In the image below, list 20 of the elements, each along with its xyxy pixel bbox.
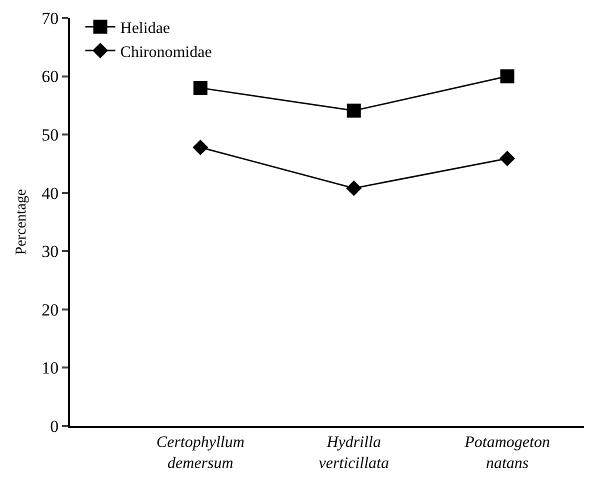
- x-tick-label: Hydrilla verticillata: [318, 434, 389, 472]
- point: [499, 150, 516, 166]
- x-tick-label: Potamogeton natans: [464, 434, 550, 472]
- y-tick-label: 10: [42, 358, 59, 378]
- legend-label: Chironomidae: [120, 44, 212, 61]
- y-tick-label: 0: [50, 416, 59, 436]
- y-tick-label: 70: [42, 8, 59, 28]
- y-tick-label: 30: [42, 242, 59, 262]
- legend-label: Helidae: [120, 20, 170, 37]
- y-tick-label: 40: [42, 184, 59, 203]
- y-tick-label: 60: [42, 67, 59, 86]
- y-tick-label: 20: [42, 300, 59, 320]
- y-axis-title: Percentage: [13, 188, 30, 255]
- point: [346, 180, 362, 196]
- point: [192, 140, 208, 156]
- point: [193, 80, 208, 95]
- y-tick-label: 50: [42, 126, 59, 145]
- point: [346, 104, 361, 118]
- x-tick-label: Certophyllum demersum: [156, 434, 244, 472]
- point: [500, 69, 514, 84]
